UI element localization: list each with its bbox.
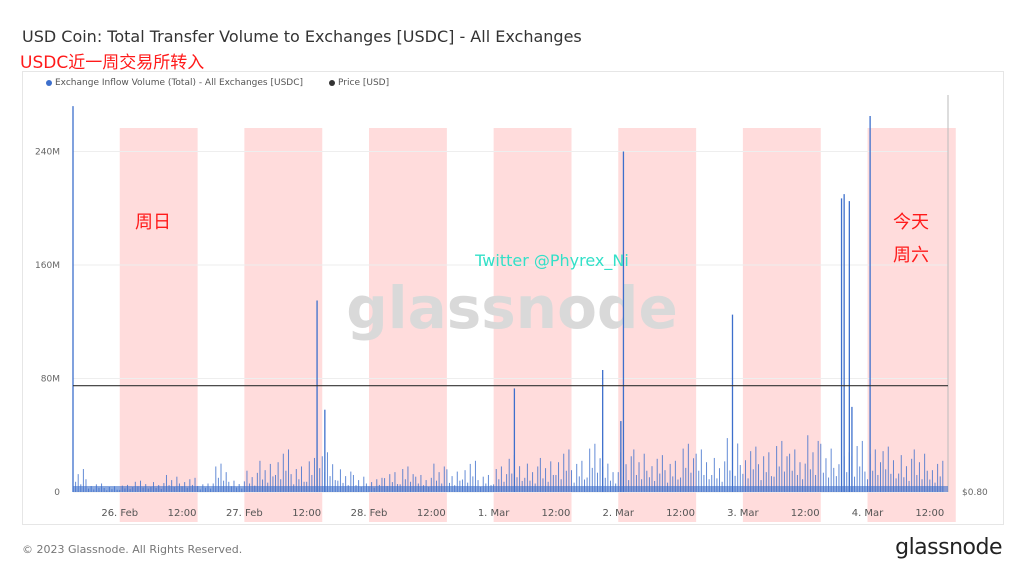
y2-tick-label: $0.80 (962, 488, 988, 498)
x-tick-label: 12:00 (542, 508, 571, 519)
inflow-baseline (73, 486, 948, 492)
glassnode-logo: glassnode (895, 535, 1002, 560)
chart-title: USD Coin: Total Transfer Volume to Excha… (22, 27, 582, 46)
legend-label: Price [USD] (338, 78, 390, 88)
highlight-band (493, 128, 572, 522)
legend-dot-icon (46, 79, 52, 86)
copyright: © 2023 Glassnode. All Rights Reserved. (22, 543, 243, 556)
x-tick-label: 4. Mar (852, 508, 884, 519)
y-tick-label: 240M (35, 148, 60, 158)
x-tick-label: 12:00 (417, 508, 446, 519)
y-tick-label: 80M (41, 375, 60, 385)
x-tick-label: 12:00 (292, 508, 321, 519)
watermark-glassnode: glassnode (346, 274, 678, 342)
x-tick-label: 12:00 (666, 508, 695, 519)
legend: Exchange Inflow Volume (Total) - All Exc… (46, 78, 389, 88)
x-tick-label: 1. Mar (478, 508, 510, 519)
annotation-saturday: 周六 (893, 245, 929, 266)
annotation-today: 今天 (893, 212, 929, 233)
x-tick-label: 12:00 (791, 508, 820, 519)
legend-item-inflow[interactable]: Exchange Inflow Volume (Total) - All Exc… (46, 78, 303, 88)
legend-dot-icon (329, 79, 336, 86)
annotation-sunday: 周日 (135, 212, 171, 233)
x-tick-label: 12:00 (168, 508, 197, 519)
legend-item-price[interactable]: Price [USD] (329, 78, 389, 88)
watermark-twitter: Twitter @Phyrex_Ni (474, 251, 629, 271)
y-tick-label: 160M (35, 261, 60, 271)
x-tick-label: 27. Feb (226, 508, 263, 519)
highlight-band (867, 128, 956, 522)
x-tick-label: 3. Mar (727, 508, 759, 519)
legend-label: Exchange Inflow Volume (Total) - All Exc… (55, 78, 304, 88)
y-tick-label: 0 (54, 488, 60, 498)
x-tick-label: 12:00 (915, 508, 944, 519)
x-tick-label: 26. Feb (101, 508, 138, 519)
highlight-band (368, 128, 447, 522)
x-tick-label: 28. Feb (351, 508, 388, 519)
chart-subtitle: USDC近一周交易所转入 (20, 53, 205, 73)
x-tick-label: 2. Mar (602, 508, 634, 519)
highlight-band (119, 128, 198, 522)
